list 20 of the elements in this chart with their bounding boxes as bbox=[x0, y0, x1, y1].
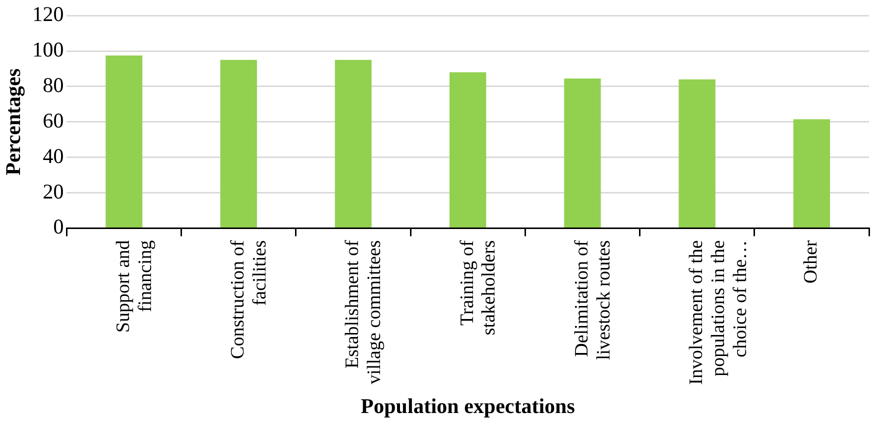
bar bbox=[334, 60, 372, 228]
bar bbox=[220, 60, 257, 228]
x-tick-label: Support and financing bbox=[112, 240, 156, 333]
bar bbox=[793, 119, 830, 228]
x-tick-label: Involvement of the populations in the choice of the… bbox=[686, 240, 751, 385]
bar bbox=[450, 72, 486, 228]
y-tick-label: 40 bbox=[42, 144, 64, 168]
y-axis-title: Percentages bbox=[1, 68, 26, 176]
y-tick-label: 20 bbox=[42, 179, 64, 204]
bar bbox=[106, 55, 142, 228]
x-tick-label: Other bbox=[800, 240, 822, 284]
y-tick-label: 100 bbox=[32, 38, 64, 62]
y-tick-label: 120 bbox=[32, 2, 64, 26]
y-tick-label: 80 bbox=[42, 72, 64, 97]
y-tick-label: 0 bbox=[53, 214, 64, 239]
x-axis-title: Population expectations bbox=[360, 394, 575, 418]
y-tick-label: 60 bbox=[42, 108, 64, 132]
x-tick-label: Construction of facilities bbox=[228, 240, 270, 359]
bar bbox=[678, 79, 716, 228]
bar bbox=[564, 78, 601, 228]
